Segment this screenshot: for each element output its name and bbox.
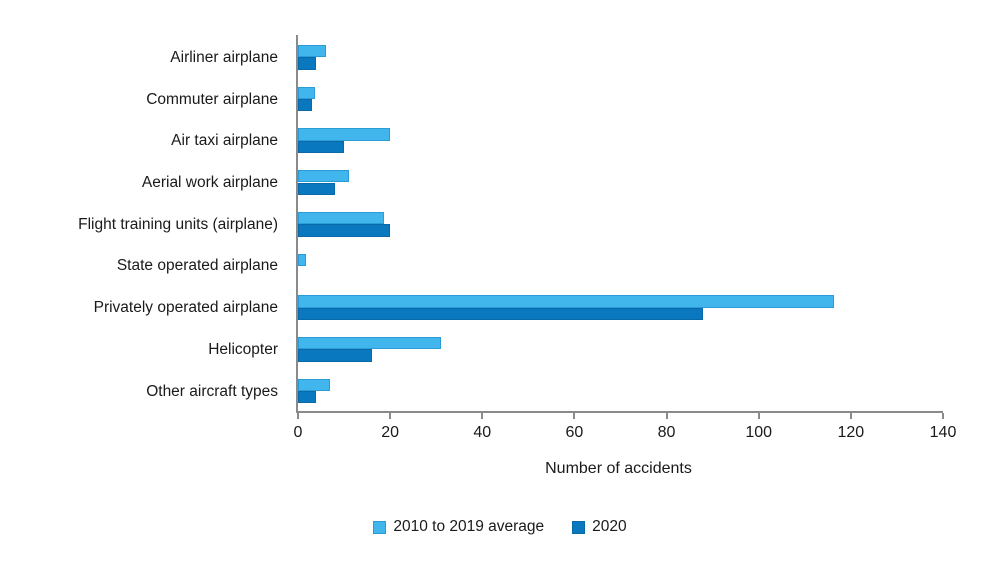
bar-2010-to-2019-average-aerial-work-airplane: [298, 170, 349, 183]
category-label-helicopter: Helicopter: [208, 340, 278, 358]
bar-2010-to-2019-average-privately-operated-airplane: [298, 295, 835, 308]
legend-label-2020: 2020: [592, 518, 627, 535]
legend-swatch-2010-2019-average: [373, 520, 387, 534]
bar-2010-to-2019-average-commuter-airplane: [298, 86, 315, 100]
x-tick-mark-40: [481, 413, 484, 419]
x-tick-mark-60: [573, 413, 576, 419]
category-label-aerial-work-airplane: Aerial work airplane: [141, 174, 278, 191]
x-tick-mark-120: [849, 413, 852, 419]
bar-2020-aerial-work-airplane: [298, 182, 335, 195]
bar-2010-to-2019-average-other-aircraft-types: [298, 378, 331, 391]
x-tick-mark-80: [665, 413, 668, 419]
x-tick-label-100: 100: [745, 424, 773, 441]
category-label-flight-training-units-airplane: Flight training units (airplane): [78, 215, 278, 233]
category-label-air-taxi-airplane: Air taxi airplane: [171, 132, 278, 150]
bar-2020-privately-operated-airplane: [298, 307, 704, 320]
legend-label-2010-2019-average: 2010 to 2019 average: [393, 518, 545, 535]
legend: 2010 to 2019 average 2020: [0, 518, 1000, 536]
category-label-other-aircraft-types: Other aircraft types: [146, 382, 278, 400]
bar-2020-air-taxi-airplane: [298, 140, 345, 154]
bar-2020-flight-training-units-airplane: [298, 224, 391, 237]
x-tick-label-80: 80: [657, 424, 676, 441]
bar-2020-other-aircraft-types: [298, 391, 317, 404]
bar-2010-to-2019-average-airliner-airplane: [298, 45, 326, 58]
x-tick-mark-20: [389, 413, 392, 419]
category-axis: Airliner airplane Commuter airplane Air ta…: [0, 35, 278, 411]
bar-2010-to-2019-average-helicopter: [298, 336, 441, 350]
legend-item-2020: 2020: [572, 518, 627, 536]
x-tick-mark-140: [942, 413, 944, 419]
x-tick-label-0: 0: [293, 424, 303, 441]
x-axis-title: Number of accidents: [545, 460, 692, 477]
legend-item-2010-2019-average: 2010 to 2019 average: [373, 518, 544, 536]
x-tick-label-120: 120: [837, 424, 865, 441]
bar-2020-airliner-airplane: [298, 57, 317, 70]
x-tick-label-60: 60: [565, 424, 584, 441]
x-tick-label-140: 140: [929, 424, 957, 441]
category-label-commuter-airplane: Commuter airplane: [146, 90, 278, 108]
x-tick-mark-100: [757, 413, 760, 419]
x-tick-label-40: 40: [473, 424, 492, 441]
x-tick-label-20: 20: [381, 424, 400, 441]
bar-2010-to-2019-average-state-operated-airplane: [298, 253, 307, 266]
legend-swatch-2020: [572, 520, 586, 534]
category-label-privately-operated-airplane: Privately operated airplane: [93, 299, 278, 317]
x-tick-mark-0: [297, 413, 299, 419]
bar-2020-commuter-airplane: [298, 99, 312, 112]
category-label-state-operated-airplane: State operated airplane: [116, 257, 278, 275]
plot-area: 0 20 40 60 80 100 120 140: [294, 35, 956, 441]
bar-2020-helicopter: [298, 349, 372, 362]
bar-2010-to-2019-average-flight-training-units-airplane: [298, 211, 385, 225]
category-label-airliner-airplane: Airliner airplane: [170, 48, 278, 66]
bar-2010-to-2019-average-air-taxi-airplane: [298, 128, 391, 141]
